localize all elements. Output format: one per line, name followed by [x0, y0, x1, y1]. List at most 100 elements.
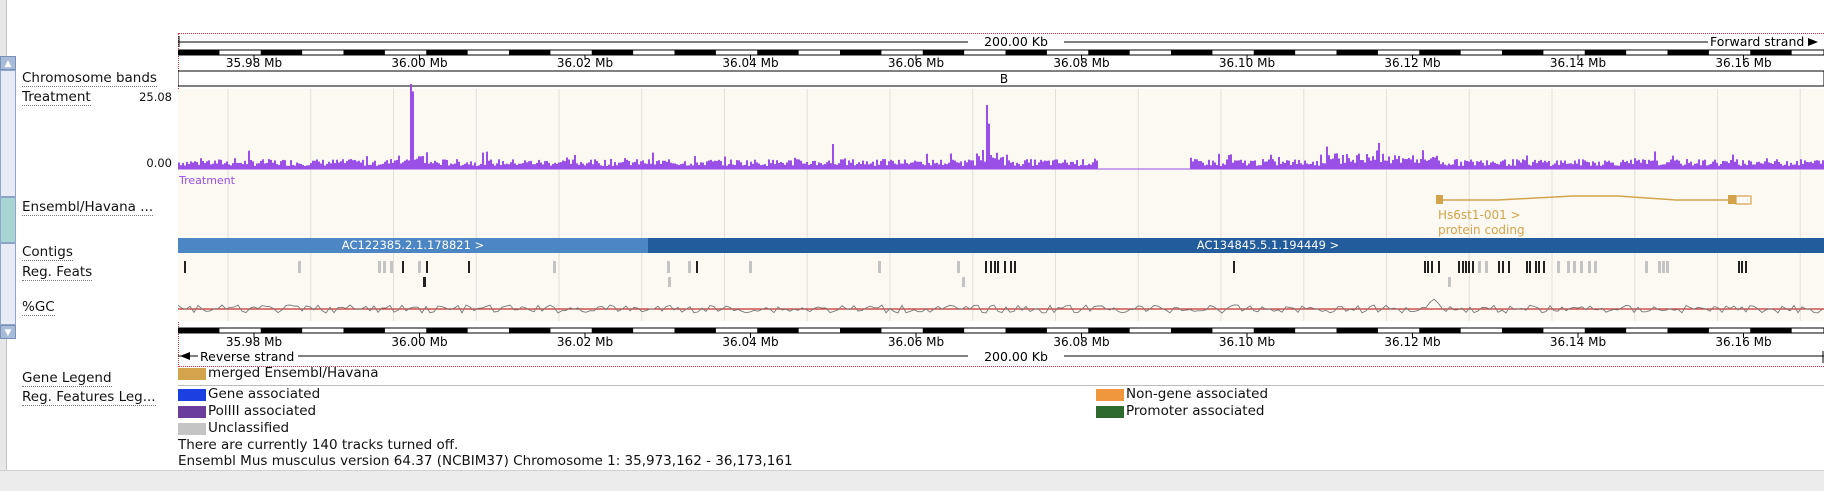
treatment-bar	[1484, 165, 1486, 169]
treatment-bar	[248, 150, 250, 169]
treatment-bar	[868, 164, 870, 169]
reg-feature	[1738, 261, 1740, 273]
treatment-bar	[692, 165, 694, 169]
treatment-bar	[300, 163, 302, 169]
treatment-bar	[856, 163, 858, 169]
ruler-tick-label: 36.06 Mb	[888, 56, 944, 70]
treatment-bar	[740, 162, 742, 169]
genome-browser-image[interactable]: 200.00 Kb Forward strand 35.98 Mb 36.00 M…	[178, 33, 1824, 367]
treatment-bar	[1402, 158, 1404, 169]
treatment-bar	[338, 162, 340, 169]
label-gene-legend[interactable]: Gene Legend	[22, 370, 112, 387]
gene-model-hs6st1[interactable]: Hs6st1-001 > protein coding	[1436, 195, 1752, 237]
treatment-bar	[1608, 160, 1610, 169]
ensembl-version-info: Ensembl Mus musculus version 64.37 (NCBI…	[178, 453, 793, 469]
treatment-bar	[478, 165, 480, 169]
treatment-bar	[1026, 159, 1028, 169]
treatment-bar	[1434, 157, 1436, 169]
treatment-bar	[910, 162, 912, 169]
treatment-bar	[1030, 159, 1032, 169]
treatment-bar	[1662, 164, 1664, 169]
treatment-bar	[1076, 160, 1078, 169]
reg-feature-unclassified	[1557, 261, 1560, 273]
treatment-bar	[938, 164, 940, 169]
treatment-bar	[982, 149, 984, 169]
reg-feature-unclassified	[1485, 261, 1488, 273]
scroll-down-icon[interactable]: ▼	[0, 325, 16, 339]
treatment-bar	[788, 160, 790, 169]
treatment-bar	[1738, 164, 1740, 169]
treatment-bar	[446, 159, 448, 169]
treatment-bar	[1224, 164, 1226, 169]
treatment-bar	[1690, 161, 1692, 169]
track-handle-contigs[interactable]	[0, 243, 16, 325]
treatment-bar	[288, 165, 290, 169]
treatment-bar	[542, 164, 544, 169]
treatment-bar	[1332, 158, 1334, 169]
treatment-bar	[218, 159, 220, 169]
treatment-bar	[1580, 165, 1582, 169]
treatment-bar	[346, 161, 348, 169]
treatment-bar	[864, 164, 866, 169]
treatment-bar	[1386, 160, 1388, 169]
treatment-bar	[848, 160, 850, 169]
reg-feature	[184, 261, 186, 273]
label-treatment[interactable]: Treatment	[22, 89, 91, 106]
treatment-bar	[310, 163, 312, 169]
ruler-segment	[1253, 328, 1296, 333]
treatment-bar	[494, 165, 496, 169]
treatment-bar	[1556, 160, 1558, 169]
treatment-bar	[976, 153, 978, 169]
reg-feature	[1508, 261, 1510, 273]
label-reg-feats[interactable]: Reg. Feats	[22, 264, 93, 281]
treatment-bar	[298, 163, 300, 169]
treatment-bar	[792, 165, 794, 169]
track-handle-chromosome[interactable]	[0, 70, 16, 197]
label-gc[interactable]: %GC	[22, 299, 55, 316]
treatment-bar	[642, 160, 644, 169]
treatment-bar	[188, 164, 190, 169]
treatment-bar	[1744, 163, 1746, 169]
treatment-bar	[1712, 161, 1714, 169]
treatment-bar	[1486, 160, 1488, 169]
treatment-bar	[794, 157, 796, 169]
treatment-bar	[544, 161, 546, 169]
treatment-bar	[1548, 160, 1550, 169]
treatment-bar	[1068, 164, 1070, 169]
treatment-bar	[518, 163, 520, 169]
label-chromosome-bands[interactable]: Chromosome bands	[22, 70, 157, 87]
reg-feature	[1526, 261, 1528, 273]
label-reg-features-legend[interactable]: Reg. Features Leg...	[22, 389, 156, 406]
label-contigs[interactable]: Contigs	[22, 244, 73, 261]
treatment-bar	[1606, 161, 1608, 169]
contig-ac122385-label: AC122385.2.1.178821 >	[342, 238, 484, 252]
treatment-bar	[552, 164, 554, 169]
treatment-bar	[452, 164, 454, 169]
treatment-bar	[1272, 159, 1274, 169]
reg-feature	[1472, 261, 1474, 273]
treatment-bar	[1432, 156, 1434, 169]
treatment-bar	[810, 163, 812, 169]
treatment-bar	[772, 159, 774, 169]
treatment-bar	[1788, 165, 1790, 169]
treatment-bar	[878, 164, 880, 169]
reg-feature	[402, 261, 404, 273]
treatment-bar	[1752, 164, 1754, 169]
treatment-bar	[206, 161, 208, 169]
treatment-bar	[1494, 162, 1496, 169]
treatment-bar	[950, 153, 952, 169]
scroll-up-icon[interactable]: ▲	[0, 56, 16, 70]
treatment-bar	[816, 165, 818, 169]
treatment-bar	[582, 163, 584, 169]
treatment-bar	[1200, 161, 1202, 169]
reg-feature	[696, 261, 698, 273]
track-handle-gene[interactable]	[0, 197, 16, 243]
treatment-bar	[396, 159, 398, 169]
treatment-bar	[652, 152, 654, 169]
treatment-bar	[1044, 160, 1046, 169]
label-ensembl-havana[interactable]: Ensembl/Havana ...	[22, 199, 154, 216]
legend-divider	[178, 385, 1824, 386]
treatment-bar	[1362, 160, 1364, 169]
treatment-bar	[720, 161, 722, 169]
treatment-bar	[564, 161, 566, 169]
